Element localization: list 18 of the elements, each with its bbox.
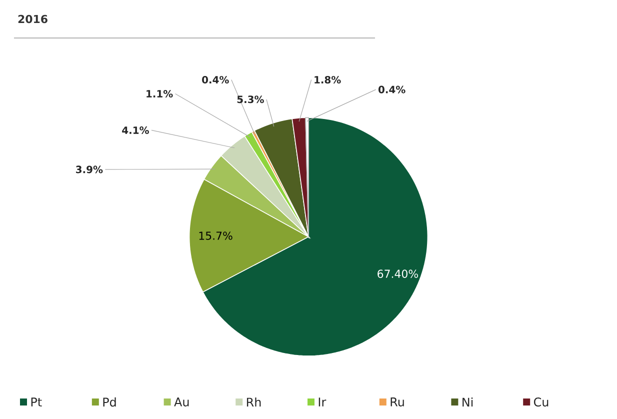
data-label: 0.4% [378,86,406,94]
legend-label: Ir [318,398,326,406]
data-label: 4.1% [122,126,149,134]
data-label: 1.8% [314,76,341,84]
legend-label: Pt [31,398,42,406]
chart-title: 2016 [18,14,48,24]
data-label: 15.7% [199,232,232,240]
legend-label: Ru [390,398,404,406]
legend-label: Pd [103,397,116,407]
data-label: 67.40% [378,270,418,278]
data-label: 1.1% [146,90,173,98]
legend-label: Au [174,398,189,406]
data-label: 5.3% [237,96,264,104]
legend-label: Cu [534,397,548,407]
legend-label: Ni [462,397,473,407]
data-label: 0.4% [202,76,229,84]
data-label: 3.9% [76,166,103,174]
legend-label: Rh [246,397,261,407]
